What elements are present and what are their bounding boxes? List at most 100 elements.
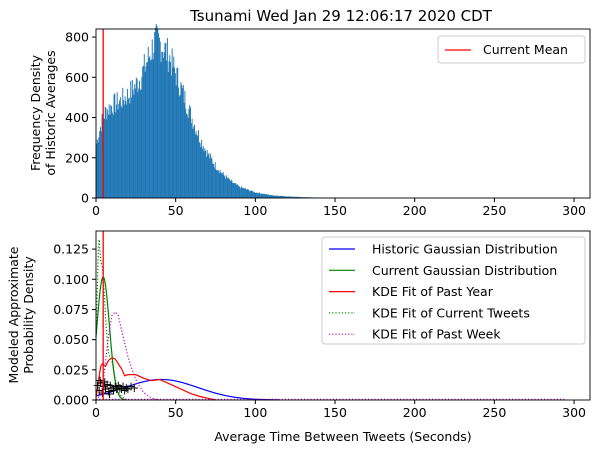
histogram-bar [127, 89, 129, 198]
histogram-bar [194, 134, 196, 198]
current-tweet-marker: + [123, 382, 133, 396]
histogram-bar [189, 105, 191, 198]
histogram-bar [267, 194, 269, 198]
histogram-bar [268, 195, 270, 198]
current-tweet-marker: + [94, 383, 104, 397]
histogram-bar [298, 197, 300, 198]
histogram-bar [210, 157, 212, 198]
histogram-bar [284, 196, 285, 198]
histogram-bar [145, 66, 147, 198]
histogram-bar [292, 196, 293, 198]
histogram-bar [248, 191, 250, 198]
histogram-bar [101, 114, 103, 198]
x-tick-label: 0 [92, 405, 100, 420]
x-tick-label: 150 [323, 405, 347, 420]
current-tweet-marker: + [104, 385, 114, 399]
histogram-bar [190, 107, 191, 198]
histogram-bar [100, 131, 102, 198]
histogram-bar [187, 117, 189, 198]
histogram-bar [262, 193, 264, 198]
histogram-bar [226, 177, 228, 198]
density-series-line [95, 378, 280, 401]
histogram-bar [260, 193, 262, 198]
current-tweet-marker: + [129, 381, 139, 395]
y-tick-label: 0.100 [53, 272, 89, 287]
legend-label: Historic Gaussian Distribution [372, 242, 558, 257]
histogram-bar [290, 196, 292, 198]
current-tweet-marker: + [100, 375, 110, 389]
density-ylabel-line2: Probability Density [21, 256, 36, 374]
y-tick-label: 400 [65, 110, 89, 125]
histogram-bar [238, 185, 240, 198]
histogram-bar [105, 107, 107, 198]
histogram-bar [175, 85, 177, 198]
histogram-bar [295, 196, 297, 198]
histogram-bar [123, 100, 125, 198]
current-tweet-marker: + [101, 382, 111, 396]
histogram-bar [281, 195, 283, 198]
x-tick-label: 0 [92, 203, 100, 218]
histogram-bar [144, 71, 146, 198]
histogram-bar [174, 67, 176, 198]
histogram-bar [265, 193, 267, 198]
density-ylabel-line1: Modeled Approximate [6, 246, 21, 383]
y-tick-label: 600 [65, 70, 89, 85]
histogram-bar [167, 72, 169, 198]
histogram-bar [244, 188, 246, 198]
histogram-bar [276, 195, 278, 198]
histogram-bar [97, 142, 99, 198]
histogram-bar [157, 28, 159, 198]
histogram-bar [233, 183, 234, 198]
x-tick-label: 50 [168, 405, 184, 420]
histogram-bar [114, 93, 116, 198]
histogram-bar [213, 167, 215, 198]
current-tweet-marker: + [113, 379, 123, 393]
histogram-bar [261, 193, 263, 198]
histogram-bar [227, 178, 229, 198]
histogram-bar [188, 108, 190, 198]
density-ticks: 0 50 100 150 200 250 300 0.000 0.025 0.050 0.075 0.… [53, 242, 586, 420]
histogram-bar [256, 192, 258, 198]
histogram-bar [176, 68, 178, 198]
histogram-bar [108, 104, 110, 198]
legend-label: KDE Fit of Past Year [372, 284, 494, 299]
density-series-line [95, 275, 125, 401]
histogram-bar [198, 141, 200, 198]
histogram-bar [104, 106, 106, 198]
histogram-bar [113, 94, 115, 198]
y-tick-label: 0.025 [53, 362, 89, 377]
current-tweet-marker: + [115, 381, 125, 395]
histogram-bar [111, 106, 113, 198]
histogram-bar [156, 25, 158, 199]
histogram-bar [119, 97, 121, 198]
histogram-bar [245, 189, 247, 198]
y-tick-label: 0.075 [53, 302, 89, 317]
histogram-bar [161, 52, 163, 198]
histogram-bar [185, 108, 187, 198]
histogram-bar [178, 96, 180, 198]
histogram-bar [246, 189, 248, 198]
histogram-bar [231, 180, 233, 198]
histogram-bar [256, 192, 258, 198]
histogram-bar [276, 195, 278, 198]
histogram-bar [186, 114, 188, 198]
histogram-bar [282, 195, 284, 198]
histogram-bar [193, 126, 195, 198]
histogram-bar [154, 32, 156, 198]
histogram-bar [174, 73, 176, 198]
histogram-bar [117, 109, 119, 198]
histogram-bar [106, 119, 108, 198]
histogram-bar [152, 59, 154, 198]
histogram-bar [218, 173, 220, 198]
histogram-bar [272, 195, 274, 198]
histogram-bar [135, 88, 136, 198]
histogram-bar [142, 66, 144, 198]
histogram-bar [192, 128, 194, 198]
x-tick-label: 100 [243, 405, 267, 420]
legend-current-mean-label: Current Mean [483, 42, 568, 57]
histogram-bar [254, 192, 256, 198]
histogram-bar [133, 94, 135, 198]
histogram-bar [242, 187, 244, 198]
histogram-bar [149, 56, 151, 198]
histogram-bar [268, 194, 270, 198]
